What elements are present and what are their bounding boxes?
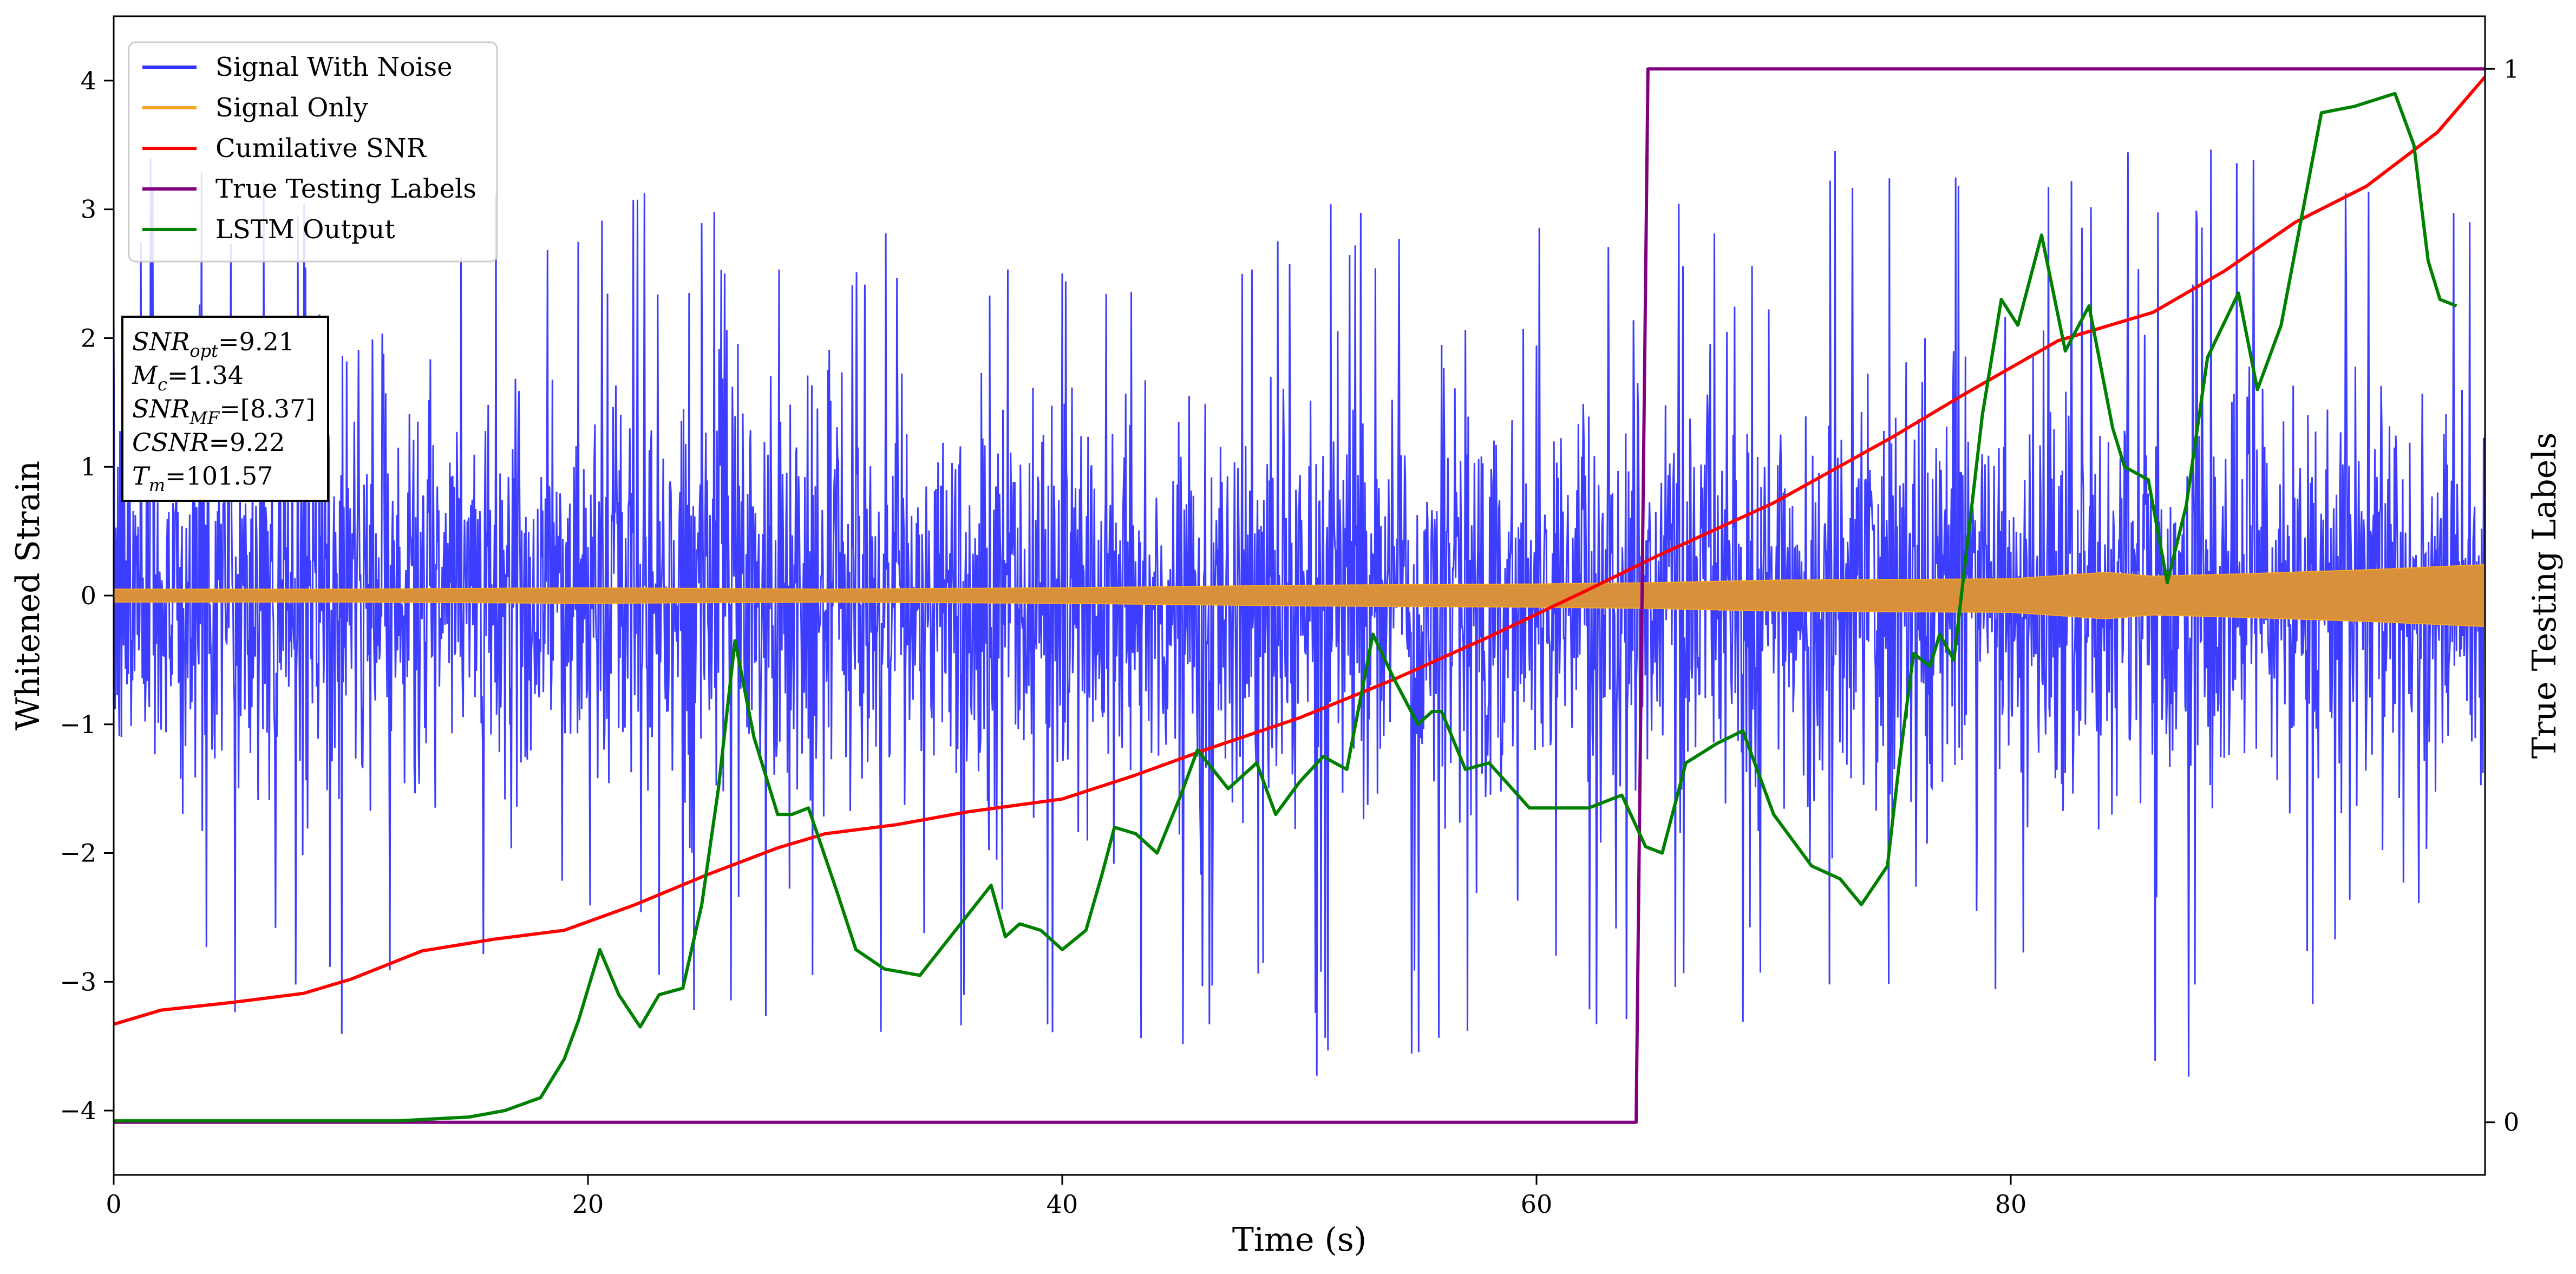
annotation-line: Mc=1.34 bbox=[132, 361, 244, 395]
legend-entry: Cumilative SNR bbox=[215, 133, 427, 164]
plot-area bbox=[114, 67, 2485, 1124]
y-tick-label: −3 bbox=[60, 967, 96, 996]
x-axis-label: Time (s) bbox=[1232, 1221, 1367, 1259]
annotation-line: SNRMF=[8.37] bbox=[132, 394, 315, 428]
series-signal-only bbox=[114, 564, 2485, 628]
y-axis-label: Whitened Strain bbox=[9, 461, 47, 730]
y2-axis-label: True Testing Labels bbox=[2526, 433, 2564, 759]
y-tick-label: −4 bbox=[60, 1096, 96, 1125]
series-true-testing-labels bbox=[114, 67, 2485, 1124]
legend-entry: True Testing Labels bbox=[215, 174, 476, 204]
legend-entry: Signal With Noise bbox=[215, 52, 453, 82]
y-tick-label: 2 bbox=[81, 323, 96, 352]
x-tick-label: 20 bbox=[572, 1190, 604, 1219]
y2-tick-label: 1 bbox=[2503, 54, 2519, 83]
x-tick-label: 80 bbox=[1995, 1190, 2027, 1219]
legend-entry: LSTM Output bbox=[215, 214, 395, 245]
annotation-line: CSNR=9.22 bbox=[132, 428, 285, 457]
y2-tick-label: 0 bbox=[2503, 1108, 2519, 1137]
x-tick-label: 0 bbox=[106, 1190, 121, 1219]
annotation-line: Tm=101.57 bbox=[132, 461, 273, 495]
y-tick-label: −2 bbox=[60, 839, 96, 868]
y-tick-label: 0 bbox=[81, 581, 96, 610]
y-tick-label: 3 bbox=[81, 195, 96, 224]
series-signal-with-noise bbox=[114, 149, 2485, 1077]
series-cumulative-snr bbox=[114, 75, 2485, 1026]
x-tick-label: 40 bbox=[1047, 1190, 1078, 1219]
y-tick-label: −1 bbox=[60, 710, 96, 739]
y-tick-label: 4 bbox=[81, 66, 96, 95]
annotation-box bbox=[121, 316, 329, 502]
series-lstm-output bbox=[114, 92, 2457, 1123]
legend: Signal With Noise Signal Only Cumilative S… bbox=[128, 41, 498, 263]
legend-box bbox=[128, 41, 498, 263]
y-tick-label: 1 bbox=[81, 452, 96, 481]
x-tick-label: 60 bbox=[1521, 1190, 1553, 1219]
legend-entry: Signal Only bbox=[215, 93, 368, 123]
annotation-line: SNRopt=9.21 bbox=[132, 327, 295, 361]
